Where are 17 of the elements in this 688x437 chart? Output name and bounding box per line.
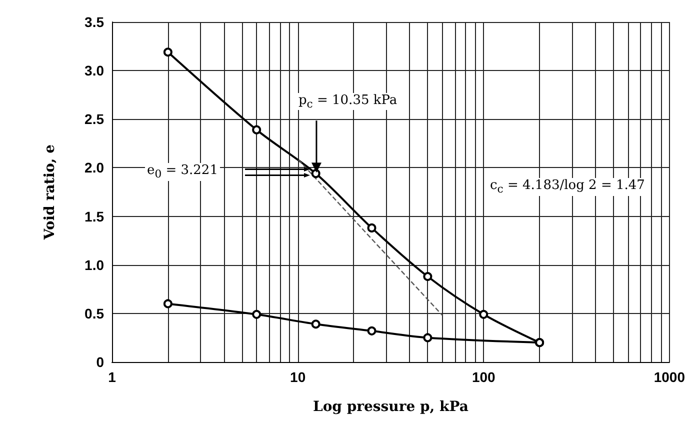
y-tick-label: 1.0 — [84, 256, 104, 273]
y-tick-label: 0.5 — [84, 305, 104, 322]
y-tick-label: 1.5 — [84, 208, 104, 224]
y-tick-label: 2.0 — [84, 160, 104, 176]
annotation: c$_{c}$ = 4.183/log 2 = 1.47 — [488, 178, 647, 196]
y-tick-label: 3.0 — [84, 62, 104, 79]
x-axis-title: Log pressure p, kPa — [312, 399, 468, 415]
x-tick-label: 100 — [472, 369, 496, 385]
x-tick-label: 1000 — [654, 369, 686, 385]
x-tick-label: 1 — [108, 369, 116, 385]
y-tick-label: 2.5 — [84, 111, 104, 128]
x-tick-label: 10 — [290, 369, 306, 385]
annotation: e$_{0}$ = 3.221 — [145, 163, 220, 181]
annotation: p$_{c}$ = 10.35 kPa — [296, 92, 400, 110]
y-tick-label: 3.5 — [84, 14, 104, 30]
y-axis-title: Void ratio, e — [42, 144, 58, 241]
y-tick-label: 0 — [96, 354, 104, 370]
